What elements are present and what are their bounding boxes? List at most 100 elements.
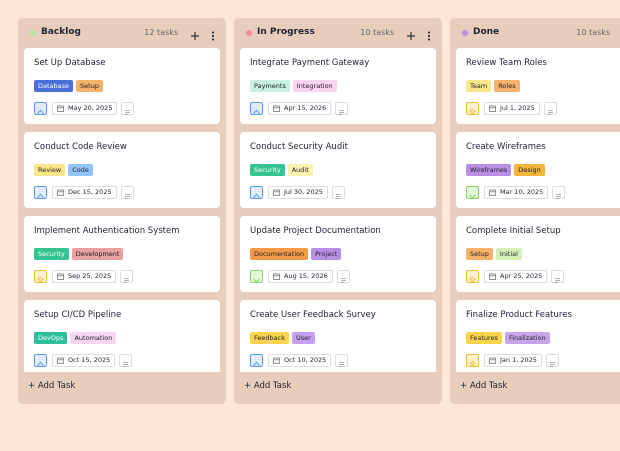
priority-button[interactable] [34, 102, 47, 115]
due-date-text: Mar 10, 2025 [500, 188, 544, 196]
column-header: Backlog 12 tasks [18, 18, 226, 48]
tag: Review [34, 164, 66, 176]
priority-button[interactable] [466, 186, 479, 199]
task-card[interactable]: Conduct Security Audit Security Audit Jul 3… [240, 132, 436, 208]
priority-button[interactable] [466, 102, 479, 116]
tag-list: Wireframes Design [466, 164, 545, 176]
due-date-text: Jan 1, 2025 [500, 356, 537, 364]
tag-list: DevOps Automation [34, 332, 117, 344]
task-card[interactable]: Create User Feedback Survey Feedback User O… [240, 300, 436, 372]
add-task-button[interactable]: + Add Task [28, 381, 75, 391]
priority-button[interactable] [250, 354, 263, 367]
priority-button[interactable] [250, 186, 263, 199]
due-date[interactable]: Jan 1, 2025 [484, 354, 542, 367]
priority-button[interactable] [34, 186, 47, 199]
tag-list: Documentation Project [250, 248, 342, 260]
column-title: Done [473, 27, 500, 37]
task-card[interactable]: Integrate Payment Gateway Payments Integra… [240, 48, 436, 124]
tag: Payments [250, 80, 290, 92]
task-card[interactable]: Finalize Product Features Features Finaliz… [456, 300, 620, 372]
tag: Setup [76, 80, 103, 92]
task-card[interactable]: Complete Initial Setup Setup Initial Apr 25… [456, 216, 620, 292]
due-date[interactable]: May 20, 2025 [52, 102, 118, 115]
tag: Development [71, 248, 124, 260]
due-date[interactable]: Oct 15, 2025 [52, 354, 116, 367]
tag-list: Features Finalization [466, 332, 550, 344]
task-count: 10 tasks [360, 28, 394, 37]
task-list: Integrate Payment Gateway Payments Integra… [240, 48, 436, 372]
plus: + [244, 381, 254, 391]
task-card[interactable]: Implement Authentication System Security D… [24, 216, 220, 292]
task-count: 10 tasks [576, 28, 610, 37]
priority-button[interactable] [466, 270, 479, 284]
add-task-button[interactable]: + Add Task [460, 381, 507, 391]
due-date[interactable]: Mar 10, 2025 [484, 186, 549, 199]
due-date[interactable]: Aug 15, 2026 [268, 270, 333, 283]
menu-button[interactable] [210, 26, 216, 45]
task-card[interactable]: Update Project Documentation Documentatio… [240, 216, 436, 292]
priority-button[interactable] [466, 354, 479, 368]
task-card[interactable]: Review Team Roles Team Roles Jul 1, 2025 [456, 48, 620, 124]
description-button[interactable] [335, 102, 348, 115]
tag-list: Feedback User [250, 332, 315, 344]
due-date[interactable]: Oct 10, 2025 [268, 354, 332, 367]
due-date[interactable]: Apr 25, 2025 [484, 270, 548, 283]
due-date-text: Aug 15, 2026 [284, 272, 328, 280]
description-button[interactable] [552, 186, 565, 199]
column: Backlog 12 tasks Set Up Database Database Se… [18, 18, 226, 404]
tag: Audit [287, 164, 313, 176]
priority-button[interactable] [250, 270, 263, 283]
task-title: Review Team Roles [466, 58, 547, 68]
priority-button[interactable] [250, 102, 263, 115]
description-button[interactable] [121, 102, 134, 115]
description-button[interactable] [546, 354, 559, 367]
description-button[interactable] [544, 102, 557, 115]
column-header: Done 10 tasks [450, 18, 620, 48]
tag-list: Security Development [34, 248, 124, 260]
task-title: Conduct Code Review [34, 142, 127, 152]
description-button[interactable] [119, 354, 132, 367]
due-date-text: Apr 15, 2026 [284, 104, 327, 112]
add-button[interactable] [190, 26, 200, 45]
task-card[interactable]: Conduct Code Review Review Code Dec 15, 202… [24, 132, 220, 208]
tag-list: Review Code [34, 164, 93, 176]
tag-list: Security Audit [250, 164, 313, 176]
task-card[interactable]: Setup CI/CD Pipeline DevOps Automation Oct … [24, 300, 220, 372]
due-date-text: Sep 25, 2025 [68, 272, 112, 280]
priority-button[interactable] [34, 270, 47, 284]
task-card[interactable]: Set Up Database Database Setup May 20, 2025 [24, 48, 220, 124]
tag: Roles [494, 80, 520, 92]
due-date[interactable]: Sep 25, 2025 [52, 270, 117, 283]
description-button[interactable] [551, 270, 564, 283]
due-date-text: Apr 25, 2025 [500, 272, 543, 280]
status-dot [30, 30, 36, 36]
tag-list: Database Setup [34, 80, 103, 92]
column-title: Backlog [41, 27, 81, 37]
due-date[interactable]: Apr 15, 2026 [268, 102, 332, 115]
tag: Features [466, 332, 502, 344]
due-date[interactable]: Jul 30, 2025 [268, 186, 328, 199]
plus: + [460, 381, 470, 391]
due-date[interactable]: Jul 1, 2025 [484, 102, 540, 115]
description-button[interactable] [121, 186, 134, 199]
due-date[interactable]: Dec 15, 2025 [52, 186, 117, 199]
tag: Initial [495, 248, 522, 260]
column-header: In Progress 10 tasks [234, 18, 442, 48]
task-title: Integrate Payment Gateway [250, 58, 370, 68]
task-list: Set Up Database Database Setup May 20, 2025… [24, 48, 220, 372]
task-card[interactable]: Create Wireframes Wireframes Design Mar 10,… [456, 132, 620, 208]
tag: Finalization [504, 332, 550, 344]
add-task-button[interactable]: + Add Task [244, 381, 291, 391]
tag: Project [311, 248, 342, 260]
description-button[interactable] [332, 186, 345, 199]
description-button[interactable] [120, 270, 133, 283]
tag: Setup [466, 248, 493, 260]
add-button[interactable] [406, 26, 416, 45]
task-title: Update Project Documentation [250, 226, 381, 236]
tag: Automation [70, 332, 117, 344]
menu-button[interactable] [426, 26, 432, 45]
priority-button[interactable] [34, 354, 47, 367]
description-button[interactable] [337, 270, 350, 283]
description-button[interactable] [335, 354, 348, 367]
